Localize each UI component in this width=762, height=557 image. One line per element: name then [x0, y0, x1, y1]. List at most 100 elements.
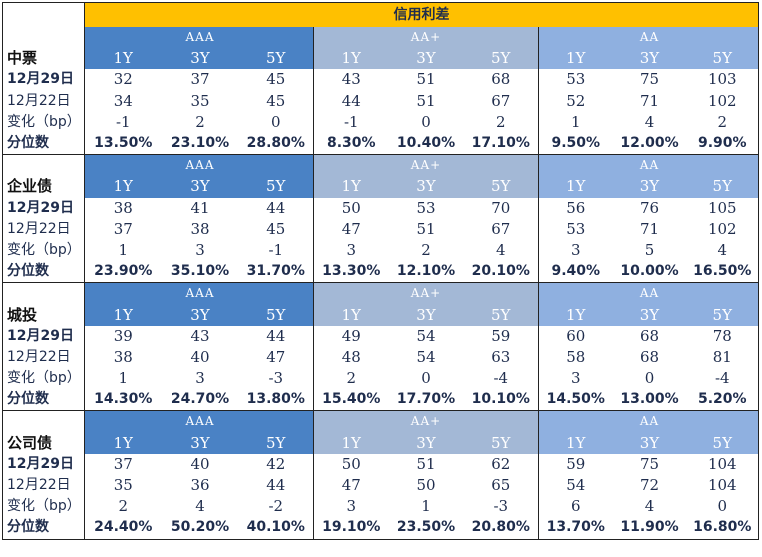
table-row: 分位数 14.30% 24.70% 13.80% 15.40% 17.70% 10.10% 1…	[2, 389, 760, 412]
value-cell: 16.50%	[686, 261, 760, 284]
tenor-label: 1Y	[84, 432, 162, 454]
value-cell: 50	[341, 454, 361, 473]
value-cell: -1	[238, 239, 314, 262]
value-cell: 24.40%	[84, 517, 162, 540]
value-cell: 44	[238, 325, 314, 347]
section-name: 城投	[2, 304, 85, 326]
section-name: 企业债	[2, 176, 85, 198]
value-cell: 54	[416, 326, 436, 345]
rating-group-cell	[686, 27, 760, 49]
value-cell: 52	[566, 91, 586, 110]
tenor-label: 1Y	[313, 176, 389, 198]
rating-group-label: AAA	[161, 282, 239, 305]
value-cell: 0	[421, 112, 431, 131]
value-cell: 6	[570, 497, 581, 516]
rating-group-label: AA+	[388, 154, 464, 177]
value-cell: 102	[686, 90, 760, 112]
value-cell: 12.10%	[388, 261, 464, 284]
rating-group-cell	[238, 410, 314, 433]
tenor-label: 3Y	[161, 304, 239, 326]
row-label: 12月22日	[2, 90, 85, 112]
value-cell: -3	[238, 368, 314, 390]
value-cell: 39	[113, 326, 133, 345]
credit-spread-table: 信用利差 AAA AA+ AA 中票 1Y 3Y 5Y 1Y 3Y 5Y 1Y 3Y 5Y 12月29日 3…	[2, 2, 760, 540]
value-cell: 9.90%	[686, 132, 760, 156]
value-cell: 3	[195, 369, 205, 388]
rating-group-cell	[84, 282, 162, 305]
value-cell: 40	[190, 347, 210, 366]
value-cell: 75	[639, 70, 660, 89]
title-row: 信用利差	[2, 2, 760, 27]
value-cell: -3	[463, 496, 539, 518]
value-cell: 10.10%	[463, 389, 539, 412]
value-cell: 31.70%	[238, 261, 314, 284]
value-cell: 49	[341, 326, 361, 345]
row-label: 分位数	[2, 389, 85, 412]
tenor-label: 5Y	[238, 176, 314, 198]
value-cell: 68	[639, 347, 660, 366]
tenor-label: 1Y	[313, 304, 389, 326]
tenor-label: 1Y	[84, 48, 162, 70]
rating-group-cell	[463, 154, 539, 177]
value-cell: 50	[341, 198, 361, 217]
value-cell: 103	[686, 69, 760, 91]
value-cell: -4	[686, 368, 760, 390]
value-cell: 47	[341, 476, 361, 495]
value-cell: 81	[686, 346, 760, 368]
section-tenor-header: 公司债 1Y 3Y 5Y 1Y 3Y 5Y 1Y 3Y 5Y	[2, 432, 760, 454]
tenor-label: 1Y	[538, 48, 613, 70]
rating-group-cell	[238, 154, 314, 177]
value-cell: 1	[570, 112, 581, 131]
rating-group-cell	[84, 27, 162, 49]
rating-group-label: AAA	[161, 27, 239, 49]
value-cell: 70	[463, 197, 539, 219]
row-label: 12月29日	[2, 325, 85, 347]
tenor-label: 5Y	[238, 48, 314, 70]
value-cell: 4	[686, 239, 760, 262]
value-cell: 44	[238, 197, 314, 219]
value-cell: 36	[190, 476, 210, 495]
value-cell: 13.70%	[538, 517, 613, 540]
table-row: 12月29日 39 43 44 49 54 59 60 68 78	[2, 325, 760, 347]
table-row: 12月22日 35 36 44 47 50 65 54 72 104	[2, 474, 760, 497]
tenor-label: 3Y	[612, 304, 687, 326]
value-cell: 53	[566, 70, 586, 89]
rating-group-label: AA	[612, 154, 687, 177]
tenor-label: 5Y	[238, 432, 314, 454]
tenor-label: 5Y	[463, 432, 539, 454]
table-row: 12月29日 37 40 42 50 51 62 59 75 104	[2, 453, 760, 475]
value-cell: 4	[644, 497, 655, 516]
value-cell: 35.10%	[161, 261, 239, 284]
value-cell: 1	[118, 240, 129, 259]
value-cell: 40	[190, 454, 210, 473]
tenor-label: 1Y	[313, 48, 389, 70]
value-cell: 23.50%	[388, 517, 464, 540]
table-title: 信用利差	[84, 2, 760, 27]
value-cell: 42	[238, 453, 314, 475]
tenor-label: 1Y	[538, 176, 613, 198]
value-cell: 35	[190, 91, 210, 110]
rating-group-cell	[686, 410, 760, 433]
value-cell: 2	[463, 111, 539, 133]
tenor-label: 3Y	[612, 432, 687, 454]
value-cell: 45	[238, 218, 314, 240]
row-label: 分位数	[2, 261, 85, 284]
value-cell: 45	[238, 90, 314, 112]
value-cell: 5.20%	[686, 389, 760, 412]
value-cell: 104	[686, 474, 760, 497]
value-cell: 3	[346, 240, 357, 259]
value-cell: 37	[113, 454, 133, 473]
rating-group-cell	[313, 154, 389, 177]
row-label: 变化（bp）	[2, 496, 85, 518]
value-cell: 23.10%	[161, 132, 239, 156]
value-cell: 20.10%	[463, 261, 539, 284]
value-cell: 38	[113, 198, 133, 217]
value-cell: 13.50%	[84, 132, 162, 156]
value-cell: 0	[644, 369, 655, 388]
value-cell: -1	[343, 112, 359, 131]
value-cell: 3	[346, 497, 357, 516]
rating-group-cell	[313, 410, 389, 433]
value-cell: 2	[195, 112, 205, 131]
value-cell: 9.50%	[538, 132, 613, 156]
rating-group-cell	[463, 410, 539, 433]
